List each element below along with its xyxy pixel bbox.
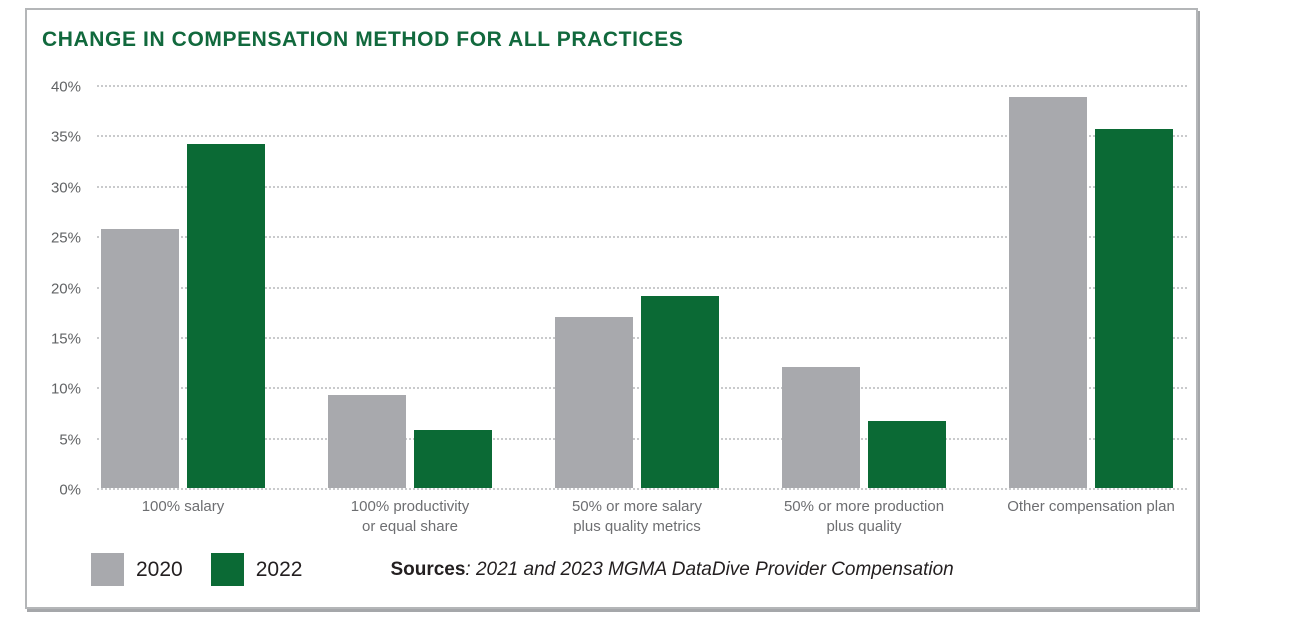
bar-2020 [101, 229, 179, 488]
category-label: 50% or more salary plus quality metrics [571, 498, 703, 535]
category-label: Other compensation plan [1007, 498, 1175, 515]
gridline-25: 25% [35, 229, 1187, 247]
legend-swatch-2020 [91, 553, 124, 586]
sources-text: : 2021 and 2023 MGMA DataDive Provider C… [465, 558, 954, 580]
bar-2020 [555, 316, 633, 488]
category-label: 100% productivity or equal share [350, 498, 470, 535]
legend-label-2022: 2022 [255, 557, 303, 581]
legend-swatch-2022 [210, 553, 244, 586]
bar-2022 [414, 429, 492, 488]
category-label: 100% salary [141, 498, 225, 515]
y-tick-label: 25% [35, 229, 81, 247]
bar-group: Other compensation plan [1007, 85, 1175, 515]
gridline-30: 30% [35, 179, 1187, 197]
y-tick-label: 30% [35, 179, 81, 197]
y-tick-label: 40% [35, 78, 81, 96]
bar-group: 50% or more salary plus quality metrics [555, 85, 719, 535]
legend-label-2020: 2020 [136, 557, 183, 581]
y-tick-label: 35% [35, 128, 81, 146]
category-label: 50% or more production plus quality [783, 498, 945, 535]
gridlines: 40% 35% 30% 25% 20% 15% 10% 5% 0% [35, 78, 1187, 499]
sources-note: Sources: 2021 and 2023 MGMA DataDive Pro… [390, 559, 953, 581]
gridline-0: 0% [35, 481, 1187, 499]
gridline-20: 20% [35, 280, 1187, 297]
y-tick-label: 15% [35, 330, 81, 348]
bar-2022 [868, 420, 946, 488]
y-tick-label: 5% [35, 431, 81, 449]
bar-groups: 100% salary 100% productivity or equal sh… [97, 85, 1187, 535]
bar-2020 [328, 395, 406, 488]
bar-2022 [641, 295, 719, 488]
y-tick-label: 0% [35, 481, 81, 499]
bar-2020 [1009, 97, 1087, 488]
chart-title: CHANGE IN COMPENSATION METHOD FOR ALL PR… [42, 28, 684, 51]
bar-2020 [782, 367, 860, 488]
bar-group: 100% productivity or equal share [328, 85, 492, 535]
sources-label: Sources [390, 558, 466, 580]
legend: 2020 2022 Sources: 2021 and 2023 MGMA Da… [91, 553, 954, 586]
bar-group: 50% or more production plus quality [782, 85, 946, 535]
bar-group: 100% salary [101, 85, 265, 515]
plot-area: 40% 35% 30% 25% 20% 15% 10% 5% 0% 100% salary 100… [35, 78, 1187, 535]
bar-2022 [187, 144, 265, 488]
y-tick-label: 20% [35, 280, 81, 297]
bar-2022 [1095, 129, 1173, 488]
gridline-40: 40% [35, 78, 1187, 96]
gridline-35: 35% [35, 128, 1187, 146]
chart-card: CHANGE IN COMPENSATION METHOD FOR ALL PR… [25, 8, 1198, 609]
y-tick-label: 10% [35, 380, 81, 398]
